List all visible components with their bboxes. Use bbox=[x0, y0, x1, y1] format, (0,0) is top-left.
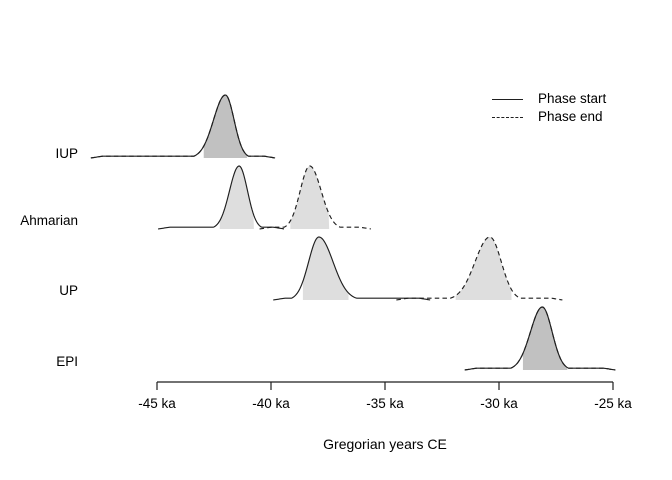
legend-entry-phase-end: Phase end bbox=[492, 108, 606, 126]
density-fill-epi-end bbox=[522, 307, 568, 370]
legend-dashed-line-icon bbox=[492, 116, 523, 118]
phase-label-ahmarian: Ahmarian bbox=[20, 213, 78, 228]
x-tick-label-25ka: -25 ka bbox=[594, 396, 632, 411]
density-curve-iup-end bbox=[90, 94, 276, 159]
density-curve-ahmarian-start bbox=[158, 165, 285, 230]
phase-label-iup: IUP bbox=[55, 146, 78, 161]
x-tick-label-35ka: -35 ka bbox=[366, 396, 404, 411]
legend-label-phase-start: Phase start bbox=[538, 91, 607, 106]
phase-label-epi: EPI bbox=[56, 354, 78, 369]
density-fill-up-start bbox=[302, 237, 349, 300]
density-curve-iup-start bbox=[90, 94, 276, 159]
x-tick-label-45ka: -45 ka bbox=[138, 396, 176, 411]
x-axis-title: Gregorian years CE bbox=[323, 436, 447, 452]
density-curve-up-end bbox=[396, 236, 563, 301]
legend-entry-phase-start: Phase start bbox=[492, 90, 606, 108]
density-fill-ahmarian-end bbox=[290, 166, 330, 229]
density-curve-up-start bbox=[273, 236, 431, 301]
legend: Phase start Phase end bbox=[492, 90, 606, 126]
density-fill-up-end bbox=[455, 237, 512, 300]
density-fill-epi-start bbox=[522, 307, 568, 370]
density-fill-iup-start bbox=[203, 95, 248, 158]
x-tick-label-30ka: -30 ka bbox=[480, 396, 518, 411]
legend-label-phase-end: Phase end bbox=[538, 109, 603, 124]
phase-label-up: UP bbox=[59, 283, 78, 298]
density-fill-iup-end bbox=[203, 95, 248, 158]
legend-solid-line-icon bbox=[492, 98, 523, 100]
x-tick-label-40ka: -40 ka bbox=[252, 396, 290, 411]
density-curve-epi-end bbox=[464, 306, 616, 371]
density-curve-ahmarian-end bbox=[259, 165, 371, 230]
